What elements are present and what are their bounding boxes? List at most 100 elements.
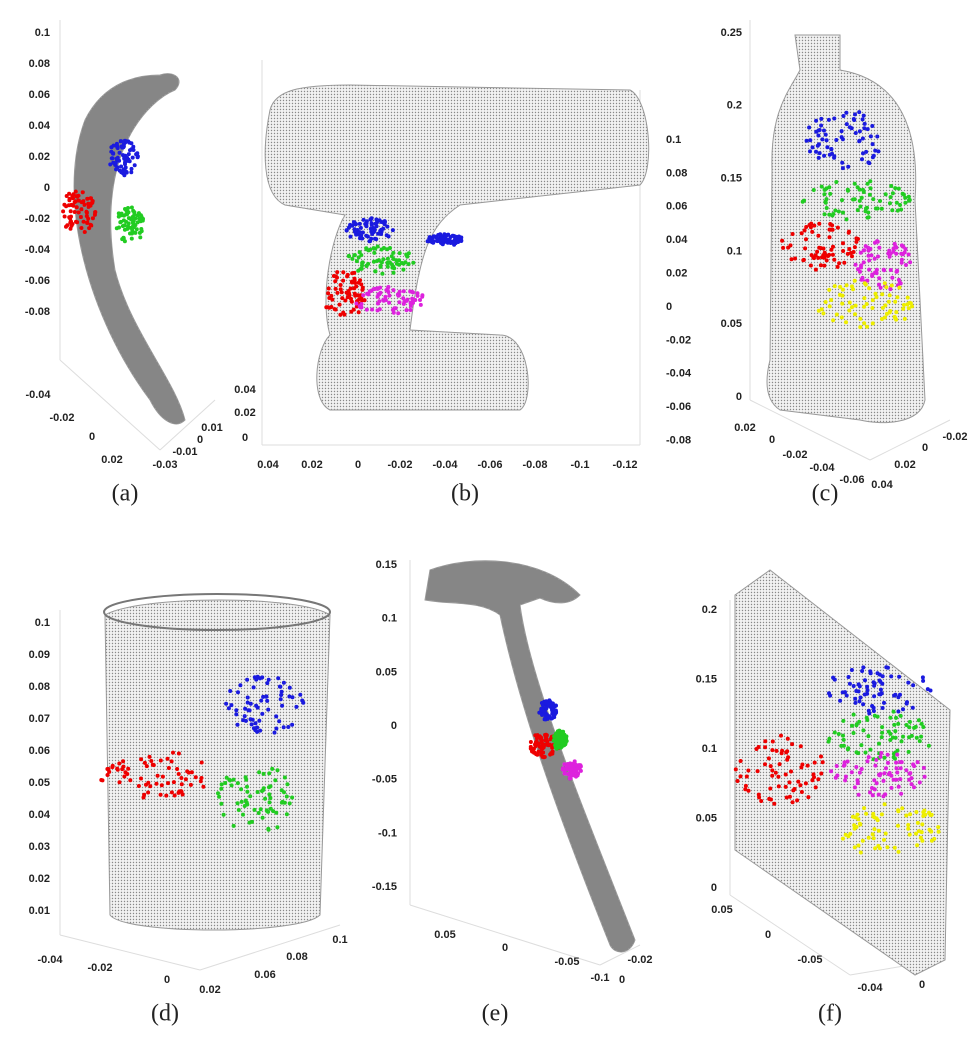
point: [255, 790, 260, 794]
point: [876, 828, 881, 833]
point: [895, 208, 900, 213]
point: [836, 209, 841, 214]
point: [858, 269, 862, 274]
point: [287, 801, 292, 806]
point: [258, 728, 263, 733]
point: [858, 325, 863, 330]
z-tick-label: 0.05: [696, 812, 717, 824]
point: [843, 832, 848, 837]
point: [864, 149, 869, 154]
point: [880, 725, 885, 730]
point: [119, 164, 124, 169]
x-tick-label: -0.08: [522, 459, 547, 471]
point: [917, 780, 922, 785]
point: [569, 767, 574, 772]
point: [88, 196, 93, 201]
point: [172, 793, 177, 798]
point: [75, 194, 80, 199]
point: [885, 845, 890, 850]
point: [823, 199, 828, 204]
point: [366, 292, 371, 297]
point: [865, 759, 870, 764]
point: [111, 160, 116, 165]
point: [811, 772, 816, 777]
point: [844, 283, 849, 288]
point: [362, 298, 367, 303]
point: [109, 145, 114, 150]
point: [854, 239, 859, 244]
point: [858, 250, 863, 255]
point: [813, 785, 818, 790]
point: [877, 772, 881, 777]
point: [865, 205, 869, 210]
point: [245, 784, 249, 789]
point: [877, 276, 882, 281]
point: [354, 301, 359, 306]
point: [860, 136, 865, 141]
point: [130, 155, 135, 160]
point: [352, 220, 357, 225]
point: [870, 793, 875, 798]
z-tick-label: 0.1: [666, 134, 681, 146]
point: [787, 794, 792, 799]
point: [896, 823, 900, 828]
z-tick-label: 0.15: [696, 673, 717, 685]
point: [179, 776, 184, 780]
point: [851, 117, 856, 121]
point: [781, 245, 786, 250]
point: [865, 127, 870, 132]
point: [896, 186, 901, 191]
point: [808, 263, 813, 268]
point: [835, 264, 840, 269]
point: [411, 290, 415, 295]
point: [245, 789, 250, 794]
point: [146, 790, 151, 795]
point: [816, 308, 821, 313]
point: [858, 265, 863, 270]
point: [396, 293, 401, 298]
point: [85, 220, 90, 225]
point: [135, 151, 140, 156]
point: [124, 219, 129, 224]
point: [377, 307, 382, 312]
point: [866, 755, 871, 760]
point: [853, 262, 858, 267]
point: [854, 689, 859, 693]
point: [899, 257, 904, 262]
point: [859, 195, 864, 200]
point: [405, 297, 410, 302]
point: [139, 757, 144, 762]
point: [888, 201, 892, 206]
point: [893, 299, 898, 304]
point: [880, 305, 885, 310]
point: [249, 722, 254, 727]
point: [824, 138, 829, 143]
point: [279, 689, 284, 694]
point: [252, 675, 257, 680]
point: [223, 781, 228, 785]
point: [361, 217, 366, 222]
point: [905, 295, 910, 300]
point: [61, 209, 66, 214]
point: [135, 220, 140, 225]
point: [68, 209, 73, 214]
point: [816, 777, 821, 782]
point: [906, 252, 911, 257]
point: [301, 700, 306, 705]
point: [885, 752, 890, 757]
point: [117, 780, 122, 785]
point: [444, 233, 449, 238]
point: [906, 680, 911, 685]
point: [904, 813, 909, 818]
point: [822, 263, 827, 268]
point: [813, 253, 818, 258]
x-tick-label: -0.12: [612, 459, 637, 471]
point: [128, 231, 132, 236]
point: [69, 202, 74, 207]
point: [901, 306, 906, 311]
point: [401, 296, 406, 301]
point: [870, 832, 875, 837]
point: [114, 226, 119, 231]
point: [378, 290, 383, 295]
point: [559, 731, 564, 736]
